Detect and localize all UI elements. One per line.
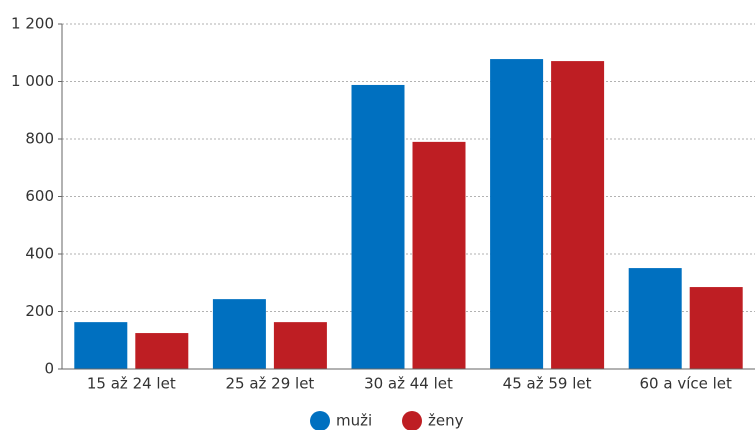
bar (689, 287, 743, 369)
x-tick-label: 60 a více let (640, 375, 732, 393)
x-tick-label: 30 až 44 let (364, 375, 453, 393)
bar (212, 299, 266, 369)
bar (412, 141, 466, 369)
y-tick-label: 1 200 (11, 15, 54, 33)
bar (351, 84, 405, 369)
bar (490, 59, 544, 369)
bar (628, 268, 682, 369)
y-tick-label: 0 (44, 360, 54, 378)
legend-swatch (402, 411, 422, 430)
bar (74, 322, 128, 369)
y-tick-label: 1 000 (11, 72, 54, 90)
x-tick-label: 45 až 59 let (503, 375, 592, 393)
legend-swatch (310, 411, 330, 430)
y-tick-label: 600 (25, 187, 54, 205)
y-tick-label: 800 (25, 130, 54, 148)
y-tick-label: 400 (25, 245, 54, 263)
bar (551, 61, 605, 370)
x-tick-label: 15 až 24 let (87, 375, 176, 393)
x-tick-label: 25 až 29 let (225, 375, 314, 393)
bar (135, 333, 189, 369)
y-tick-label: 200 (25, 302, 54, 320)
bar (273, 322, 327, 369)
legend-label: muži (336, 412, 372, 430)
legend-label: ženy (428, 412, 464, 430)
